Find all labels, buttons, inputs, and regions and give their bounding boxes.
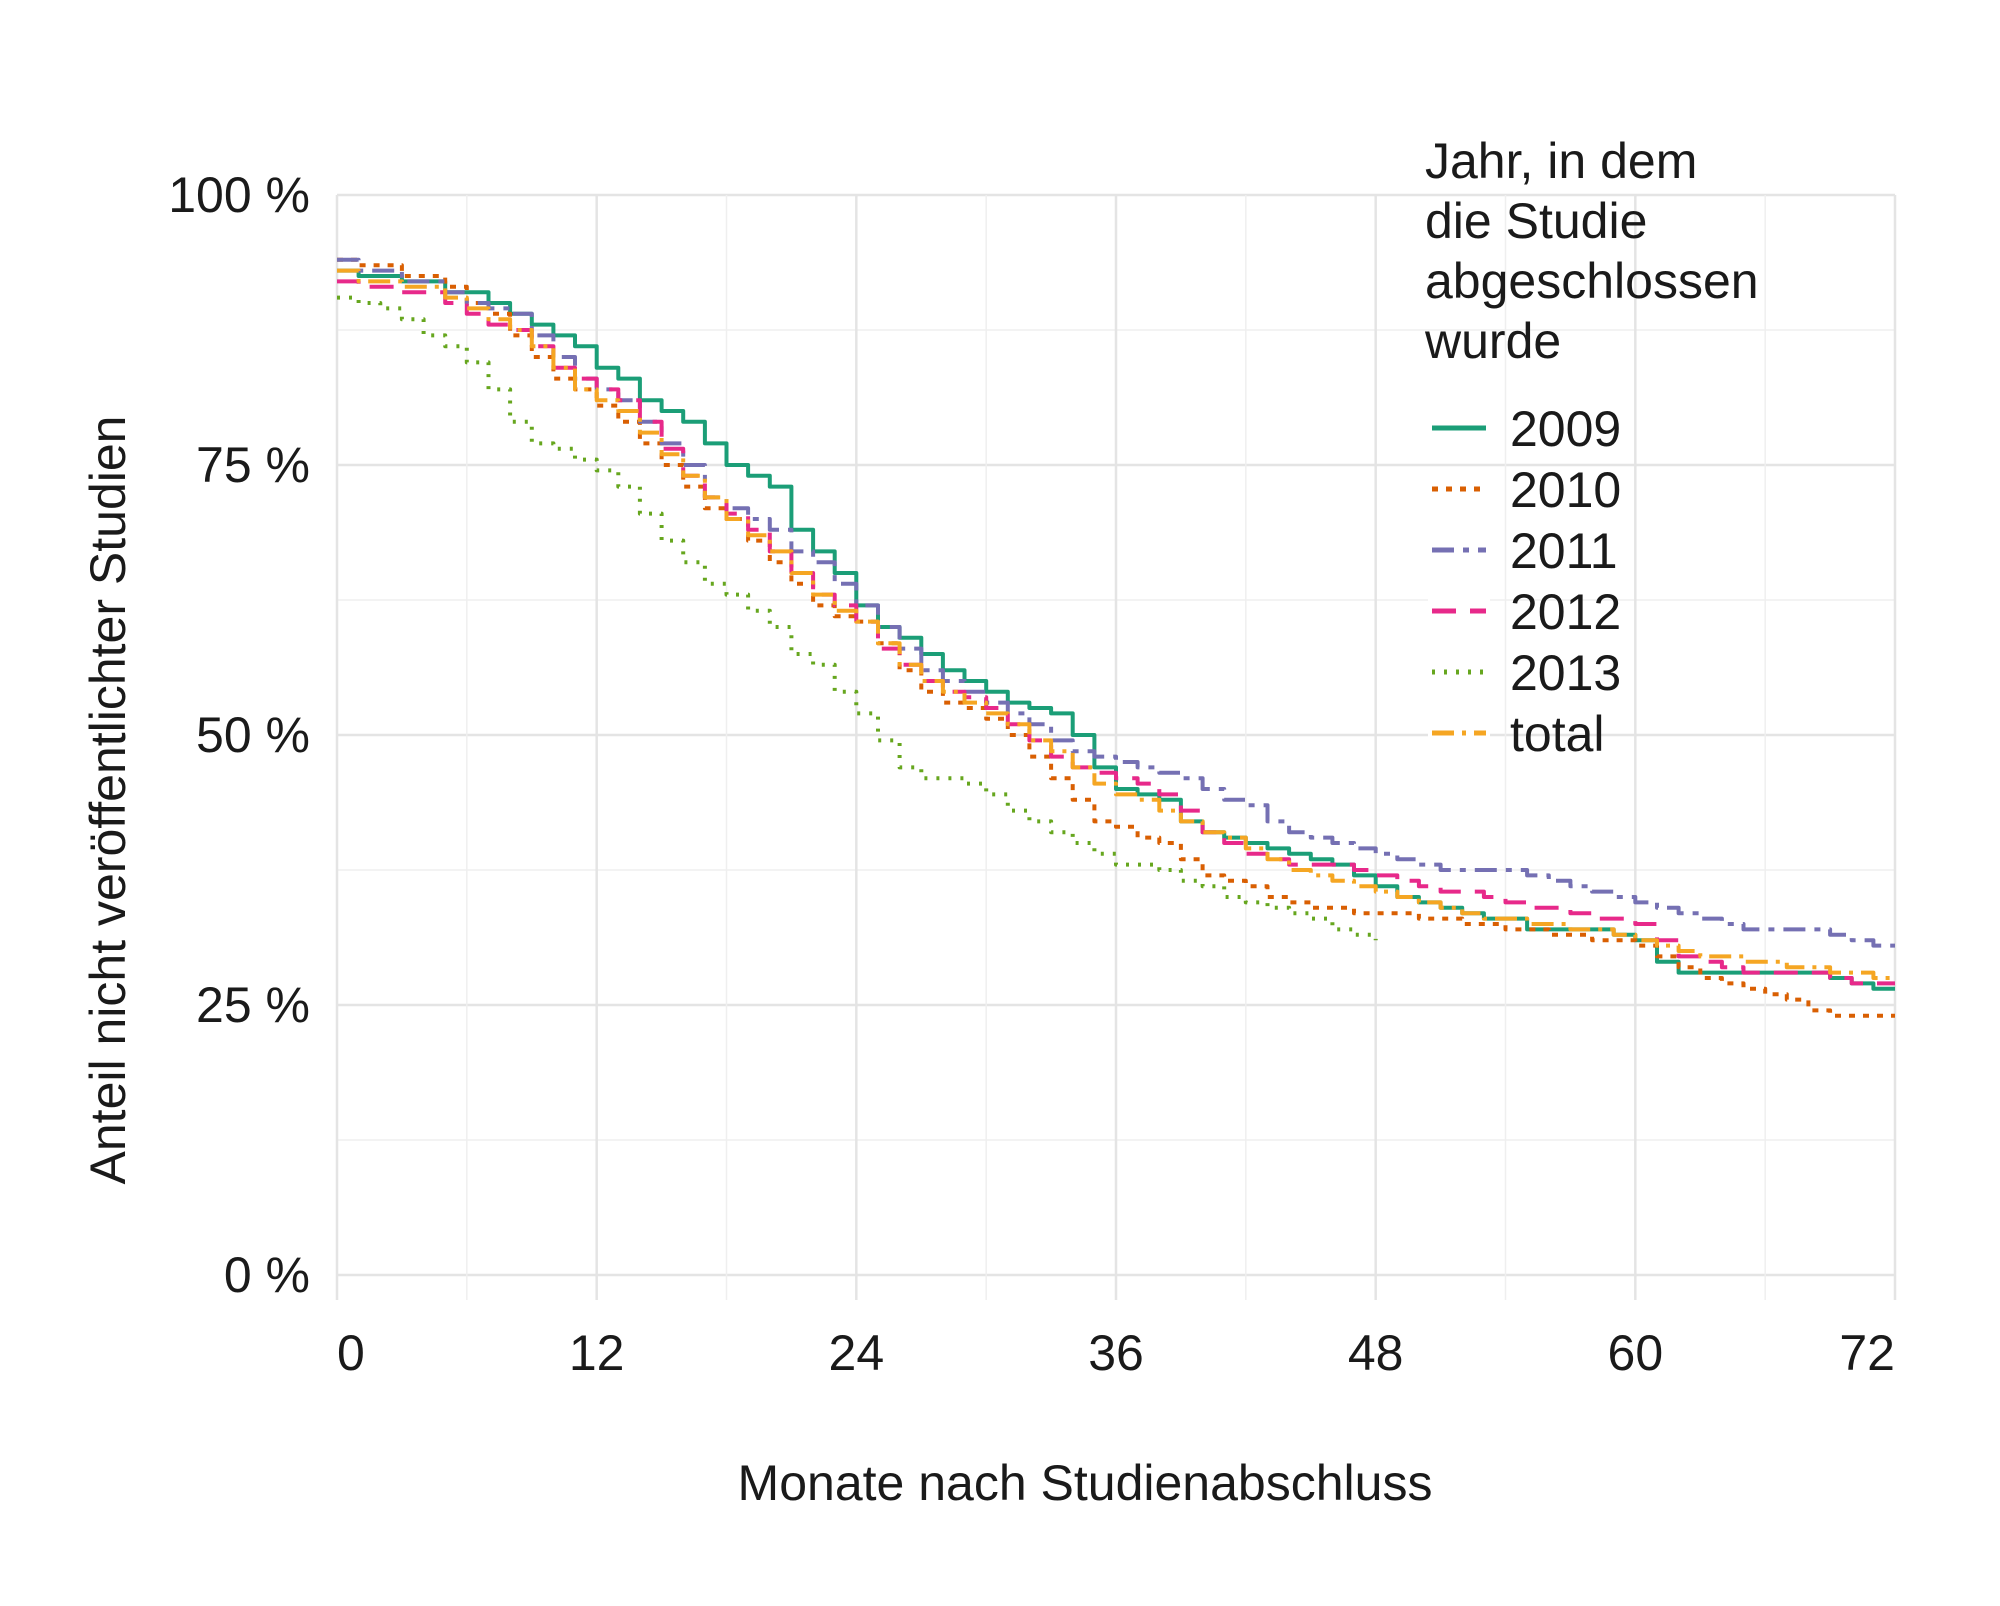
legend-label-2011: 2011 xyxy=(1510,523,1618,579)
legend: Jahr, in dem die Studie abgeschlossen wu… xyxy=(1424,133,1759,762)
y-tick-label: 25 % xyxy=(196,977,310,1033)
x-tick-label: 12 xyxy=(569,1325,625,1381)
y-tick-label: 75 % xyxy=(196,437,310,493)
legend-label-2010: 2010 xyxy=(1510,462,1621,518)
legend-label-total: total xyxy=(1510,706,1605,762)
series-line-2010 xyxy=(337,257,1895,1018)
y-tick-labels: 0 % 25 % 50 % 75 % 100 % xyxy=(168,167,310,1303)
series-line-2013 xyxy=(337,295,1378,941)
grid xyxy=(335,193,1897,1300)
x-tick-label: 48 xyxy=(1348,1325,1404,1381)
x-tick-label: 36 xyxy=(1088,1325,1144,1381)
legend-label-2013: 2013 xyxy=(1510,645,1621,701)
x-tick-label: 60 xyxy=(1608,1325,1664,1381)
y-tick-label: 0 % xyxy=(224,1247,310,1303)
legend-title-line-3: abgeschlossen xyxy=(1425,253,1759,309)
y-tick-label: 100 % xyxy=(168,167,310,223)
series-line-2012 xyxy=(337,279,1895,986)
legend-label-2012: 2012 xyxy=(1510,584,1621,640)
x-tick-label: 72 xyxy=(1839,1325,1895,1381)
series-lines xyxy=(337,257,1895,1018)
legend-label-2009: 2009 xyxy=(1510,401,1621,457)
series-line-total xyxy=(337,268,1895,980)
legend-title-line-1: Jahr, in dem xyxy=(1425,133,1697,189)
y-axis-title: Anteil nicht veröffentlichter Studien xyxy=(80,416,136,1185)
x-tick-labels: 0 12 24 36 48 60 72 xyxy=(337,1325,1895,1381)
x-tick-label: 0 xyxy=(337,1325,365,1381)
x-tick-label: 24 xyxy=(829,1325,885,1381)
legend-title-line-2: die Studie xyxy=(1425,193,1647,249)
y-tick-label: 50 % xyxy=(196,707,310,763)
legend-title-line-4: wurde xyxy=(1424,313,1561,369)
x-axis-title: Monate nach Studienabschluss xyxy=(738,1455,1433,1511)
